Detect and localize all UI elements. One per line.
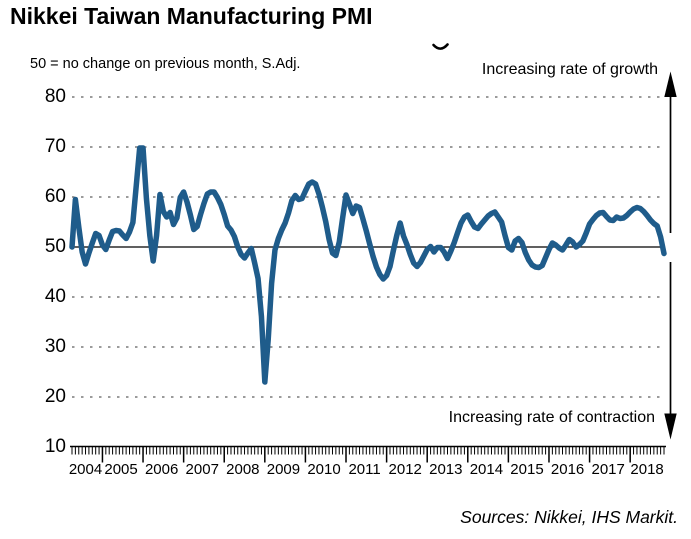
- artifact-glyph: [432, 43, 449, 50]
- x-axis-year-label-2004: 2004: [68, 461, 103, 478]
- pmi-line-series: [69, 145, 667, 385]
- x-axis-year-label-2015: 2015: [510, 461, 544, 478]
- y-axis-label-10: 10: [44, 436, 66, 457]
- source-note: Sources: Nikkei, IHS Markit.: [460, 507, 678, 527]
- x-axis-year-label-2008: 2008: [226, 461, 260, 478]
- x-axis-year-label-2009: 2009: [266, 461, 301, 478]
- x-axis-year-label-2011: 2011: [348, 461, 381, 478]
- x-axis-year-label-2013: 2013: [429, 461, 463, 478]
- x-axis-year-label-2016: 2016: [550, 461, 585, 478]
- annotation-increasing-growth: Increasing rate of growth: [481, 61, 658, 78]
- y-axis-label-50: 50: [44, 236, 66, 257]
- x-axis-year-label-2014: 2014: [469, 461, 504, 478]
- chart-title: Nikkei Taiwan Manufacturing PMI: [10, 3, 373, 29]
- y-axis-label-40: 40: [44, 286, 66, 307]
- arrow-down-icon: [664, 413, 677, 440]
- x-axis-year-label-2012: 2012: [388, 461, 422, 478]
- y-axis-label-20: 20: [44, 386, 66, 407]
- x-axis-year-label-2005: 2005: [104, 461, 138, 478]
- chart-subtitle: 50 = no change on previous month, S.Adj.: [30, 56, 301, 72]
- y-axis-label-70: 70: [44, 136, 66, 157]
- arrow-up-icon: [664, 71, 677, 97]
- y-axis-label-80: 80: [44, 86, 66, 107]
- x-axis-year-label-2018: 2018: [630, 461, 664, 478]
- y-axis-label-60: 60: [44, 186, 66, 207]
- x-axis-year-label-2010: 2010: [307, 461, 341, 478]
- x-axis-year-label-2007: 2007: [185, 461, 219, 478]
- month-tick-marks: [71, 447, 665, 455]
- year-tick-marks: [101, 447, 631, 463]
- x-axis-year-label-2017: 2017: [591, 461, 625, 478]
- annotation-increasing-contraction: Increasing rate of contraction: [448, 409, 655, 426]
- x-axis-year-label-2006: 2006: [144, 461, 179, 478]
- y-axis-label-30: 30: [44, 336, 66, 357]
